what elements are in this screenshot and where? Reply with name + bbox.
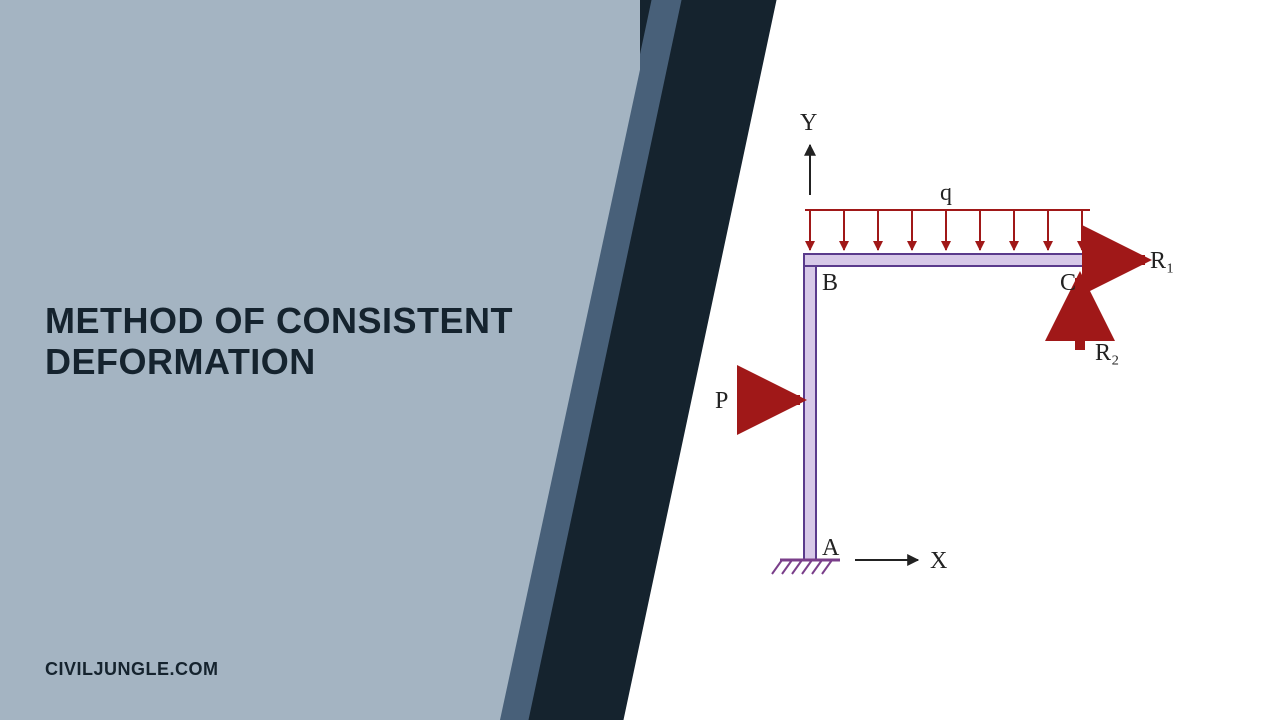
page-title: METHOD OF CONSISTENT DEFORMATION bbox=[45, 300, 545, 383]
column-AB bbox=[804, 260, 816, 560]
label-X: X bbox=[930, 548, 947, 574]
page-canvas: METHOD OF CONSISTENT DEFORMATION CIVILJU… bbox=[0, 0, 1280, 720]
diagram-labels: Y q B C R₁ R₂ P A X bbox=[715, 110, 1174, 574]
label-P: P bbox=[715, 388, 728, 414]
fixed-support-A bbox=[772, 560, 840, 574]
distributed-load-q bbox=[805, 210, 1090, 250]
label-Y: Y bbox=[800, 110, 817, 136]
footer-brand: CIVILJUNGLE.COM bbox=[45, 659, 219, 680]
label-q: q bbox=[940, 180, 952, 206]
beam-BC bbox=[804, 254, 1090, 266]
label-R1: R₁ bbox=[1150, 248, 1174, 274]
frame-diagram: Y q B C R₁ R₂ P A X bbox=[700, 100, 1220, 620]
label-A: A bbox=[822, 535, 840, 561]
frame-members bbox=[804, 254, 1090, 560]
label-C: C bbox=[1060, 270, 1076, 296]
label-B: B bbox=[822, 270, 838, 296]
label-R2: R₂ bbox=[1095, 340, 1119, 366]
